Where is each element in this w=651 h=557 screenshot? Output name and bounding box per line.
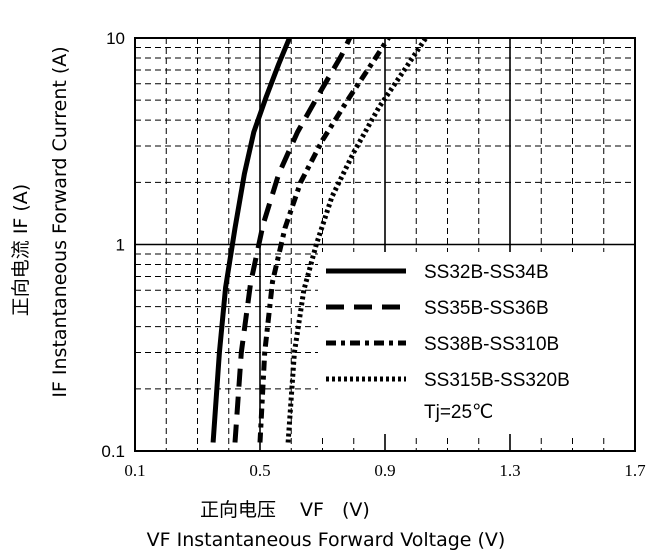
x-tick-label: 0.1 [124, 461, 145, 480]
plot-frame [134, 37, 636, 452]
series-line [257, 38, 392, 443]
x-axis-title-cn: 正向电压 [200, 499, 276, 521]
x-tick-label: 1.3 [499, 461, 520, 480]
legend-label: SS32B-SS34B [424, 262, 549, 283]
y-tick-label: 10 [106, 29, 125, 48]
x-axis-title-en: VF Instantaneous Forward Voltage (V) [147, 529, 506, 551]
y-axis-title-cn: 正向电流 IF (A) [10, 184, 32, 316]
x-tick-labels: 0.1 0.5 0.9 1.3 1.7 [124, 461, 646, 480]
y-tick-label: 0.1 [101, 442, 125, 461]
temperature-annotation: Tj=25℃ [424, 402, 493, 423]
x-axis-title-symbol: VF [300, 499, 324, 521]
x-tick-label: 0.9 [374, 461, 395, 480]
y-tick-labels: 0.1 1 10 [101, 29, 125, 461]
x-tick-label: 0.5 [249, 461, 270, 480]
legend-label: SS35B-SS36B [424, 298, 549, 319]
legend: SS32B-SS34B SS35B-SS36B SS38B-SS310B SS315B… [326, 262, 570, 391]
series-line [232, 38, 353, 443]
legend-label: SS38B-SS310B [424, 334, 559, 355]
x-tick-label: 1.7 [624, 461, 646, 480]
series-line [285, 38, 429, 443]
legend-box [318, 252, 634, 434]
series-line [210, 38, 293, 443]
y-tick-label: 1 [116, 236, 125, 255]
series-group [210, 38, 429, 443]
x-axis-title-unit: (V) [342, 499, 370, 521]
y-axis-title-en: IF Instantaneous Forward Current (A) [49, 46, 71, 397]
legend-label: SS315B-SS320B [424, 370, 570, 391]
